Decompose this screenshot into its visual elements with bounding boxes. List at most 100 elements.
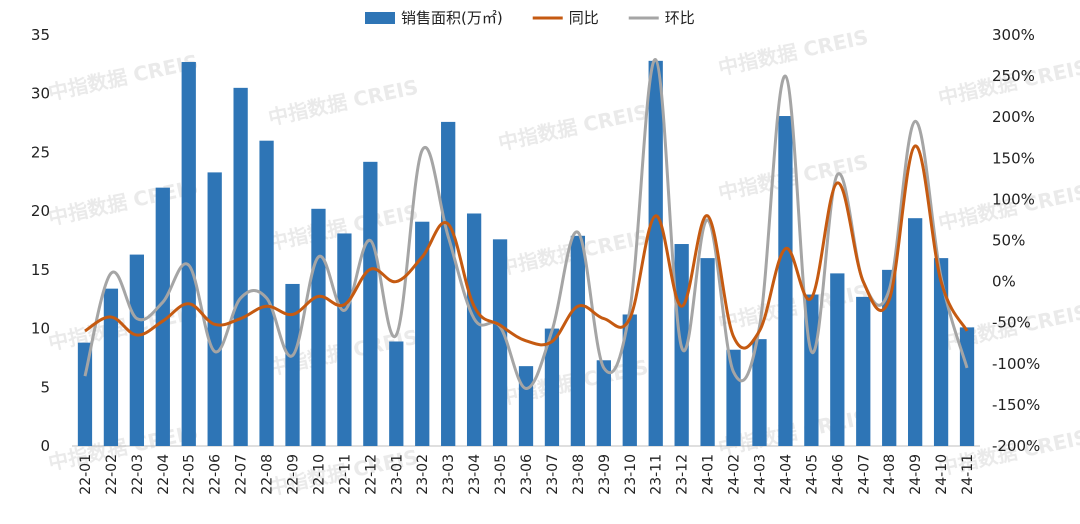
x-tick-label: 24-03 xyxy=(752,454,768,495)
x-tick-label: 22-09 xyxy=(286,454,302,495)
bar-22-11 xyxy=(337,233,352,446)
bar-22-12 xyxy=(363,161,378,446)
x-tick-label: 24-05 xyxy=(804,454,820,495)
bar-23-06 xyxy=(518,366,534,446)
y-right-tick-label: -50% xyxy=(992,314,1031,332)
x-tick-label: 24-07 xyxy=(856,454,872,495)
bar-24-03 xyxy=(752,339,767,446)
bar-24-04 xyxy=(778,116,793,447)
y-right-tick-label: 150% xyxy=(992,149,1035,167)
watermark-text: 中指数据 CREIS xyxy=(46,175,200,230)
bar-23-08 xyxy=(570,235,586,446)
bar-23-05 xyxy=(492,239,508,446)
watermark-text: 中指数据 CREIS xyxy=(496,100,650,155)
y-left-tick-label: 20 xyxy=(31,202,50,220)
x-tick-label: 22-06 xyxy=(208,454,224,495)
y-right-tick-label: -100% xyxy=(992,355,1040,373)
x-tick-label: 24-01 xyxy=(701,454,717,495)
y-right-tick-label: 100% xyxy=(992,190,1035,208)
y-left-tick-label: 10 xyxy=(31,320,50,338)
bar-22-06 xyxy=(207,172,222,447)
bar-24-06 xyxy=(830,273,845,446)
x-tick-label: 22-04 xyxy=(156,454,172,495)
watermark-text: 中指数据 CREIS xyxy=(716,280,870,335)
watermark-text: 中指数据 CREIS xyxy=(46,420,200,475)
x-tick-label: 22-11 xyxy=(337,454,353,495)
y-right-tick-label: 200% xyxy=(992,108,1035,126)
y-left-tick-label: 30 xyxy=(31,85,50,103)
y-left-tick-label: 35 xyxy=(31,26,50,44)
bar-22-01 xyxy=(77,342,93,446)
x-tick-label: 23-11 xyxy=(649,454,665,495)
y-left-axis: 0 5 10 15 20 25 30 35 xyxy=(31,26,50,455)
x-tick-label: 23-06 xyxy=(519,454,535,495)
y-right-tick-label: 0% xyxy=(992,273,1016,291)
bar-22-10 xyxy=(311,208,326,446)
x-tick-label: 23-02 xyxy=(415,454,431,495)
bar-24-09 xyxy=(908,218,923,446)
x-tick-label: 23-03 xyxy=(441,454,457,495)
bar-24-02 xyxy=(726,349,741,446)
bar-23-07 xyxy=(544,328,560,446)
y-right-tick-label: 250% xyxy=(992,67,1035,85)
bar-24-10 xyxy=(933,258,949,446)
bar-23-04 xyxy=(466,213,482,446)
y-right-tick-label: 300% xyxy=(992,26,1035,44)
bar-22-09 xyxy=(285,283,300,446)
y-right-axis: -200% -150% -100% -50% 0% 50% 100% 150% 200% 250%… xyxy=(992,26,1040,455)
y-left-tick-label: 25 xyxy=(31,143,50,161)
line-同比 xyxy=(84,144,969,350)
x-tick-label: 24-09 xyxy=(908,454,924,495)
x-tick-label: 23-08 xyxy=(571,454,587,495)
legend-label: 环比 xyxy=(665,9,695,27)
watermarks: 中指数据 CREIS 中指数据 CREIS 中指数据 CREIS 中指数据 CREIS… xyxy=(46,25,1080,500)
x-tick-label: 22-08 xyxy=(260,454,276,495)
line-series xyxy=(83,58,969,390)
x-tick-label: 22-12 xyxy=(363,454,379,495)
bar-24-07 xyxy=(856,296,871,446)
bar-23-11 xyxy=(648,60,663,446)
x-tick-label: 24-02 xyxy=(727,454,743,495)
bar-23-01 xyxy=(389,341,404,446)
bar-22-08 xyxy=(259,140,274,446)
x-tick-label: 23-12 xyxy=(675,454,691,495)
x-tick-label: 24-08 xyxy=(882,454,898,495)
x-tick-label: 23-01 xyxy=(389,454,405,495)
bar-24-08 xyxy=(882,269,897,446)
bar-22-05 xyxy=(181,62,196,446)
x-tick-label: 23-04 xyxy=(467,454,483,495)
x-tick-label: 24-11 xyxy=(960,454,976,495)
x-tick-label: 22-03 xyxy=(130,454,146,495)
watermark-text: 中指数据 CREIS xyxy=(46,50,200,105)
y-left-tick-label: 0 xyxy=(40,437,50,455)
bar-24-01 xyxy=(700,258,715,446)
x-tick-label: 22-07 xyxy=(234,454,250,495)
watermark-text: 中指数据 CREIS xyxy=(716,25,870,80)
bar-23-09 xyxy=(596,360,611,446)
x-tick-label: 22-10 xyxy=(311,454,327,495)
bar-series xyxy=(77,60,975,447)
y-left-tick-label: 15 xyxy=(31,261,50,279)
bar-22-03 xyxy=(129,254,144,446)
x-tick-label: 22-05 xyxy=(182,454,198,495)
legend-swatch-bar xyxy=(365,12,395,24)
x-tick-label: 23-07 xyxy=(545,454,561,495)
x-tick-label: 24-10 xyxy=(934,454,950,495)
bar-23-02 xyxy=(415,221,430,446)
x-tick-label: 23-09 xyxy=(597,454,613,495)
x-tick-label: 24-06 xyxy=(830,454,846,495)
x-axis: 22-01 22-02 22-03 22-04 22-05 22-06 22-07 22-08… xyxy=(78,454,976,495)
y-right-tick-label: -150% xyxy=(992,396,1040,414)
legend-label: 销售面积(万㎡) xyxy=(401,9,503,27)
x-tick-label: 22-02 xyxy=(104,454,120,495)
bar-24-11 xyxy=(959,327,975,446)
x-tick-label: 24-04 xyxy=(778,454,794,495)
legend-label: 同比 xyxy=(569,9,599,27)
bar-22-04 xyxy=(155,187,170,446)
x-tick-label: 23-05 xyxy=(493,454,509,495)
line-环比 xyxy=(83,58,969,390)
legend: 销售面积(万㎡) 同比 环比 xyxy=(365,9,695,27)
x-tick-label: 23-10 xyxy=(623,454,639,495)
